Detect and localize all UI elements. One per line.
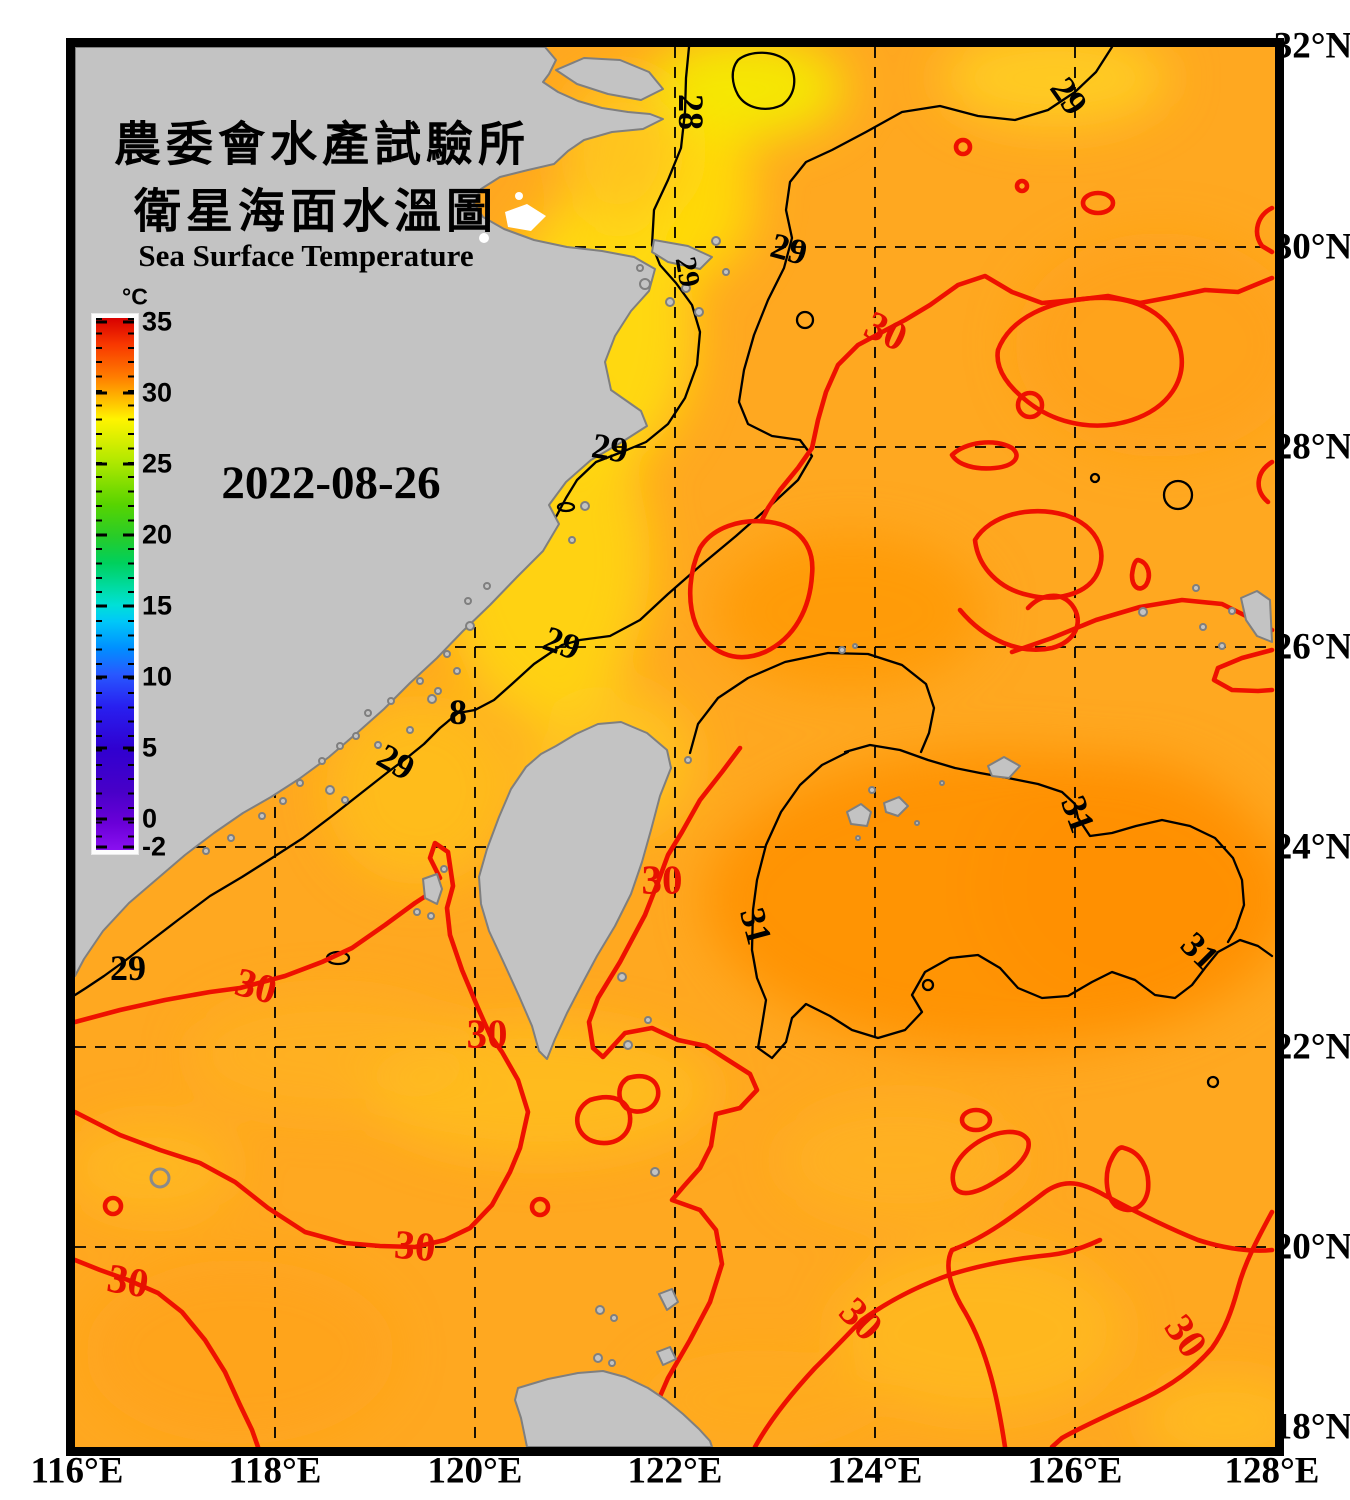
map-date: 2022-08-26: [221, 457, 441, 509]
lat-label-18n: 18°N: [1273, 1406, 1350, 1448]
contour-label-28: 28: [671, 94, 711, 130]
colorbar-unit: °C: [122, 283, 148, 310]
colorbar-tick-label: 5: [142, 732, 158, 763]
chongming-island: [555, 57, 664, 101]
colorbar-tick-label: 20: [142, 519, 173, 550]
colorbar-gradient: [96, 318, 134, 850]
lat-label-28n: 28°N: [1273, 426, 1350, 468]
penghu-islands: [422, 873, 443, 905]
colorbar-major-tick: [96, 817, 134, 821]
colorbar-major-tick: [96, 391, 134, 395]
land-layer: [75, 47, 1273, 1447]
china-mainland: [75, 47, 664, 977]
colorbar-tick-label: 25: [142, 448, 173, 479]
colorbar-major-tick: [96, 845, 134, 849]
colorbar: [92, 314, 138, 854]
zhoushan-islands: [651, 239, 713, 270]
colorbar-tick-label: 30: [142, 377, 173, 408]
colorbar-tick-label: -2: [142, 831, 167, 862]
dongsha-atoll: [149, 1167, 171, 1189]
colorbar-tick-label: 10: [142, 661, 173, 692]
contour-lines-black: [75, 47, 1274, 1089]
colorbar-tick-label: 0: [142, 803, 158, 834]
lon-label-122e: 122°E: [627, 1450, 723, 1492]
colorbar-major-tick: [96, 604, 134, 608]
lat-label-32n: 32°N: [1273, 25, 1350, 67]
colorbar-tick-label: 15: [142, 590, 173, 621]
ishigaki-island: [883, 796, 909, 817]
lon-label-120e: 120°E: [427, 1450, 523, 1492]
org-title-zh: 農委會水產試驗所: [114, 119, 530, 172]
lon-label-124e: 124°E: [827, 1450, 923, 1492]
lon-label-118e: 118°E: [228, 1450, 322, 1492]
contour-label-8: 8: [449, 692, 467, 732]
colorbar-major-tick: [96, 462, 134, 466]
colorbar-major-tick: [96, 320, 134, 324]
colorbar-minor-ticks-right: [128, 318, 134, 850]
colorbar-major-tick: [96, 675, 134, 679]
miyako-island: [987, 756, 1021, 779]
lat-label-24n: 24°N: [1273, 826, 1350, 868]
contour-label-29: 29: [588, 425, 632, 471]
luzon-coast: [514, 1370, 713, 1447]
colorbar-major-tick: [96, 533, 134, 537]
lon-label-128e: 128°E: [1224, 1450, 1320, 1492]
taiwan-island: [478, 721, 672, 1060]
colorbar-minor-ticks-left: [96, 318, 102, 850]
lon-label-126e: 126°E: [1027, 1450, 1123, 1492]
contour-label-29: 29: [668, 254, 707, 290]
title-en: Sea Surface Temperature: [138, 238, 474, 273]
contour-lines-red: [75, 137, 1275, 1447]
contour-label-30: 30: [392, 1220, 438, 1271]
iriomote-island: [846, 803, 872, 827]
cloud-patches: [479, 192, 546, 243]
map-title-zh: 衛星海面水溫圖: [134, 186, 498, 239]
lat-label-30n: 30°N: [1273, 226, 1350, 268]
okinawa-island: [1240, 590, 1273, 643]
lat-label-20n: 20°N: [1273, 1226, 1350, 1268]
contour-label-30: 30: [466, 1010, 508, 1057]
contour-label-30: 30: [103, 1254, 153, 1307]
lat-label-22n: 22°N: [1273, 1026, 1350, 1068]
colorbar-tick-label: 35: [142, 306, 173, 337]
lon-label-116e: 116°E: [30, 1450, 124, 1492]
colorbar-major-tick: [96, 746, 134, 750]
contour-label-29: 29: [110, 948, 146, 988]
contour-label-30: 30: [641, 856, 683, 903]
map-border: [66, 38, 1284, 1456]
lat-label-26n: 26°N: [1273, 626, 1350, 668]
